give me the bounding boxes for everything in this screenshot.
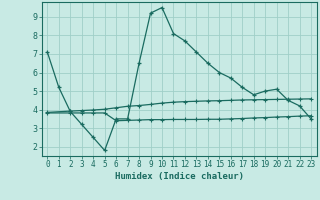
- X-axis label: Humidex (Indice chaleur): Humidex (Indice chaleur): [115, 172, 244, 181]
